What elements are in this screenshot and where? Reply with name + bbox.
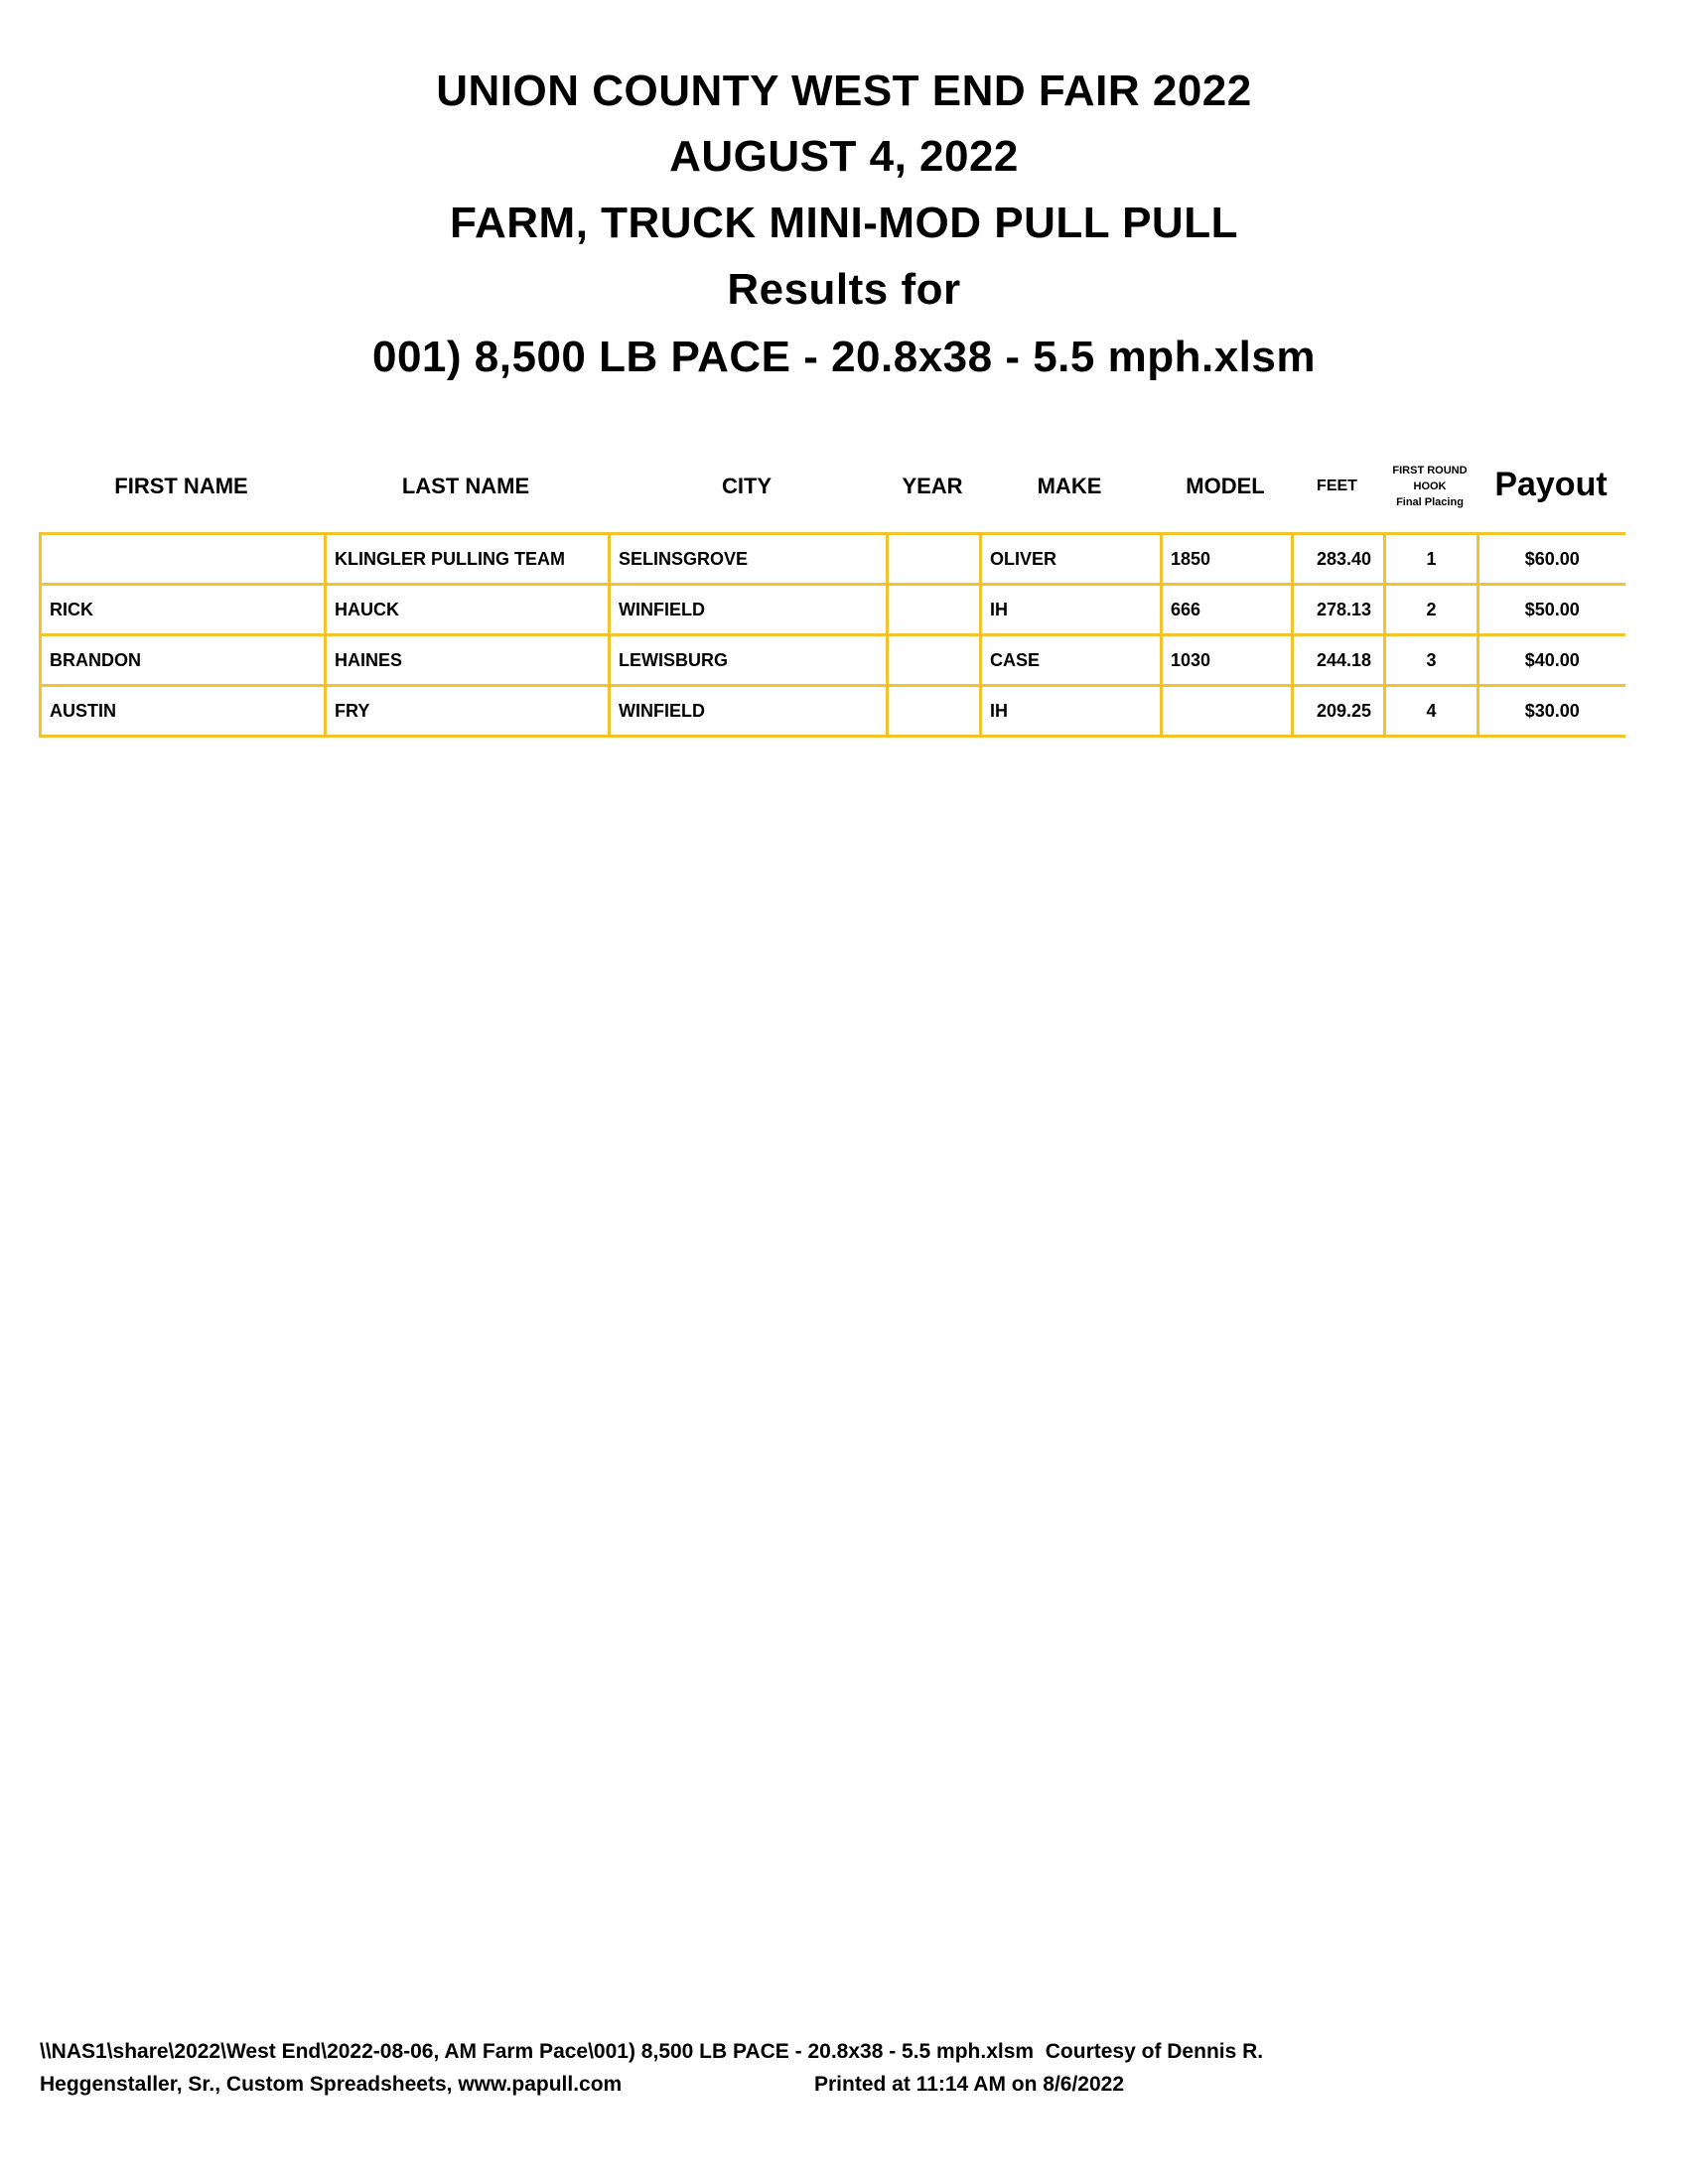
event-title: UNION COUNTY WEST END FAIR 2022 (436, 67, 1252, 115)
cell-city: WINFIELD (608, 684, 889, 738)
cell-model: 1030 (1160, 633, 1294, 687)
table-row: BRANDON HAINES LEWISBURG CASE 1030 244.18 3 $40… (39, 633, 1625, 687)
cell-payout: $30.00 (1477, 684, 1625, 738)
header-city: CITY (721, 474, 773, 498)
header-placing-line1: FIRST ROUND (1392, 465, 1468, 477)
header-last-name: LAST NAME (401, 474, 530, 498)
cell-payout: $50.00 (1477, 583, 1625, 636)
cell-feet: 209.25 (1291, 684, 1386, 738)
table-row: KLINGLER PULLING TEAM SELINSGROVE OLIVER 18… (39, 532, 1625, 586)
cell-last-name: KLINGLER PULLING TEAM (324, 532, 611, 586)
cell-feet: 278.13 (1291, 583, 1386, 636)
cell-feet: 283.40 (1291, 532, 1386, 586)
cell-payout: $40.00 (1477, 633, 1625, 687)
header-placing-line3: Final Placing (1396, 496, 1464, 508)
cell-last-name: FRY (324, 684, 611, 738)
header-placing: FIRST ROUND HOOK Final Placing (1383, 463, 1477, 510)
header-payout: Payout (1494, 466, 1608, 503)
cell-model (1160, 684, 1294, 738)
cell-place: 4 (1383, 684, 1479, 738)
footer-printed-at: Printed at 11:14 AM on 8/6/2022 (814, 2073, 1125, 2096)
cell-year (886, 684, 982, 738)
header-placing-line2: HOOK (1413, 480, 1447, 492)
header-model: MODEL (1186, 474, 1265, 498)
cell-model: 666 (1160, 583, 1294, 636)
cell-place: 2 (1383, 583, 1479, 636)
table-row: AUSTIN FRY WINFIELD IH 209.25 4 $30.00 (39, 684, 1625, 738)
header-make: MAKE (1037, 474, 1102, 498)
cell-feet: 244.18 (1291, 633, 1386, 687)
header-year: YEAR (902, 474, 963, 498)
cell-year (886, 532, 982, 586)
cell-place: 3 (1383, 633, 1479, 687)
cell-city: SELINSGROVE (608, 532, 889, 586)
cell-payout: $60.00 (1477, 532, 1625, 586)
results-for-label: Results for (727, 265, 961, 314)
cell-first-name (39, 532, 327, 586)
footer-credit: Heggenstaller, Sr., Custom Spreadsheets,… (40, 2073, 623, 2096)
cell-make: IH (979, 684, 1163, 738)
results-file-name: 001) 8,500 LB PACE - 20.8x38 - 5.5 mph.x… (371, 333, 1316, 381)
cell-make: CASE (979, 633, 1163, 687)
cell-make: IH (979, 583, 1163, 636)
cell-first-name: AUSTIN (39, 684, 327, 738)
header-feet: FEET (1317, 478, 1357, 494)
cell-city: WINFIELD (608, 583, 889, 636)
cell-year (886, 583, 982, 636)
cell-model: 1850 (1160, 532, 1294, 586)
event-class-title: FARM, TRUCK MINI-MOD PULL PULL (450, 199, 1238, 247)
cell-last-name: HAINES (324, 633, 611, 687)
cell-last-name: HAUCK (324, 583, 611, 636)
cell-city: LEWISBURG (608, 633, 889, 687)
footer-file-path: \\NAS1\share\2022\West End\2022-08-06, A… (40, 2040, 1264, 2063)
table-row: RICK HAUCK WINFIELD IH 666 278.13 2 $50.00 (39, 583, 1625, 636)
cell-first-name: BRANDON (39, 633, 327, 687)
results-table: KLINGLER PULLING TEAM SELINSGROVE OLIVER 18… (39, 532, 1625, 738)
event-date: AUGUST 4, 2022 (669, 132, 1019, 181)
cell-first-name: RICK (39, 583, 327, 636)
header-first-name: FIRST NAME (114, 474, 248, 498)
cell-make: OLIVER (979, 532, 1163, 586)
cell-place: 1 (1383, 532, 1479, 586)
cell-year (886, 633, 982, 687)
